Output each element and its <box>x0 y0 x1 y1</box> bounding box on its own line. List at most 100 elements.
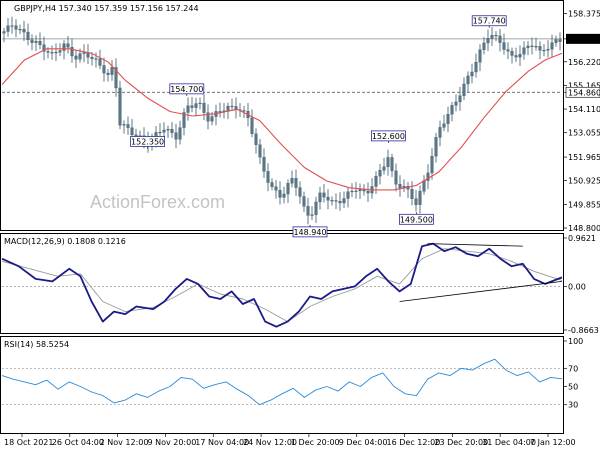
candle-body <box>62 43 66 51</box>
annotation-label: 148.940 <box>293 228 326 237</box>
price-axis-label: 151.965 <box>568 153 600 162</box>
rsi-axis-label: 30 <box>568 401 578 410</box>
candle-body <box>202 102 206 113</box>
candle <box>198 97 202 110</box>
candle-body <box>242 110 246 112</box>
candle-body <box>50 52 54 54</box>
x-axis-label: 1 Dec 20:00 <box>291 438 340 447</box>
candle <box>506 42 510 60</box>
candle-body <box>334 200 338 202</box>
candle-body <box>338 201 342 204</box>
candle-body <box>58 50 62 53</box>
candle-body <box>538 46 542 51</box>
candle-body <box>270 182 274 187</box>
candle <box>434 132 438 163</box>
candle-body <box>314 201 318 215</box>
candle <box>350 183 354 198</box>
candle-body <box>82 52 86 54</box>
candle-body <box>458 95 462 103</box>
candle <box>546 40 550 58</box>
candle <box>270 178 274 191</box>
candle <box>58 43 62 57</box>
candle-body <box>186 105 190 113</box>
candle-body <box>210 116 214 122</box>
candle <box>490 27 494 46</box>
macd-panel <box>0 233 564 334</box>
candle <box>394 163 398 192</box>
candle-body <box>250 117 254 135</box>
candle <box>402 179 406 192</box>
candle-body <box>290 178 294 184</box>
price-annotation: 152.350 <box>130 136 166 149</box>
candle <box>218 102 222 118</box>
candle <box>438 120 442 147</box>
moving-average-line <box>1 48 563 191</box>
candle-body <box>426 172 430 181</box>
candle <box>258 139 262 164</box>
macd-axis-label: 0.00 <box>568 282 586 291</box>
candle-body <box>286 183 290 195</box>
candle-body <box>346 191 350 199</box>
candle-body <box>554 39 558 43</box>
candle-body <box>502 42 506 50</box>
candle <box>458 86 462 111</box>
candle <box>450 101 454 122</box>
annotation-box <box>398 213 434 225</box>
candle-body <box>22 29 26 33</box>
candle-body <box>258 144 262 158</box>
candle <box>30 34 34 51</box>
candle <box>342 191 346 208</box>
candle <box>326 189 330 210</box>
candle-body <box>294 178 298 188</box>
candle <box>74 49 78 68</box>
candle <box>498 29 502 52</box>
candle-body <box>466 75 470 85</box>
candle-body <box>266 171 270 183</box>
price-axis-label: 156.220 <box>568 58 600 67</box>
candle-body <box>374 175 378 187</box>
rsi-panel <box>0 336 564 434</box>
candle-body <box>342 198 346 204</box>
candle-body <box>430 155 434 174</box>
candle <box>22 20 26 42</box>
candle-body <box>110 67 114 75</box>
candle <box>442 114 446 132</box>
price-axis-label: 154.860 <box>568 88 600 97</box>
candle-body <box>302 196 306 207</box>
candle <box>522 41 526 60</box>
candle-body <box>46 51 50 53</box>
price-annotation: 152.600 <box>370 130 406 143</box>
candle-body <box>482 42 486 50</box>
candle <box>2 28 6 43</box>
candle <box>306 197 310 225</box>
candle-body <box>162 129 166 133</box>
candle <box>54 43 58 61</box>
candle-body <box>158 132 162 134</box>
candle-body <box>418 191 422 205</box>
candle <box>466 71 470 93</box>
candle <box>106 69 110 82</box>
candle-body <box>38 40 42 45</box>
x-axis-label: 7 Jan 12:00 <box>530 438 576 447</box>
annotation-box <box>471 15 507 27</box>
candle-body <box>442 123 446 128</box>
macd-axis-label: 0.9621 <box>568 234 596 243</box>
candle-body <box>414 198 418 205</box>
candle <box>446 106 450 133</box>
candle <box>418 185 422 214</box>
candle <box>18 24 22 35</box>
price-axis-label: 157.244 <box>568 35 600 44</box>
candle <box>510 47 514 64</box>
x-axis-label: 17 Nov 04:00 <box>195 438 249 447</box>
candle-body <box>190 105 194 108</box>
price-panel <box>0 0 564 231</box>
candle-body <box>226 105 230 111</box>
candle <box>274 179 278 199</box>
candle <box>294 169 298 196</box>
candle-body <box>126 124 130 128</box>
x-axis-label: 18 Oct 2021 <box>4 438 53 447</box>
candle <box>390 153 394 178</box>
candle <box>38 32 42 50</box>
candle <box>166 125 170 138</box>
